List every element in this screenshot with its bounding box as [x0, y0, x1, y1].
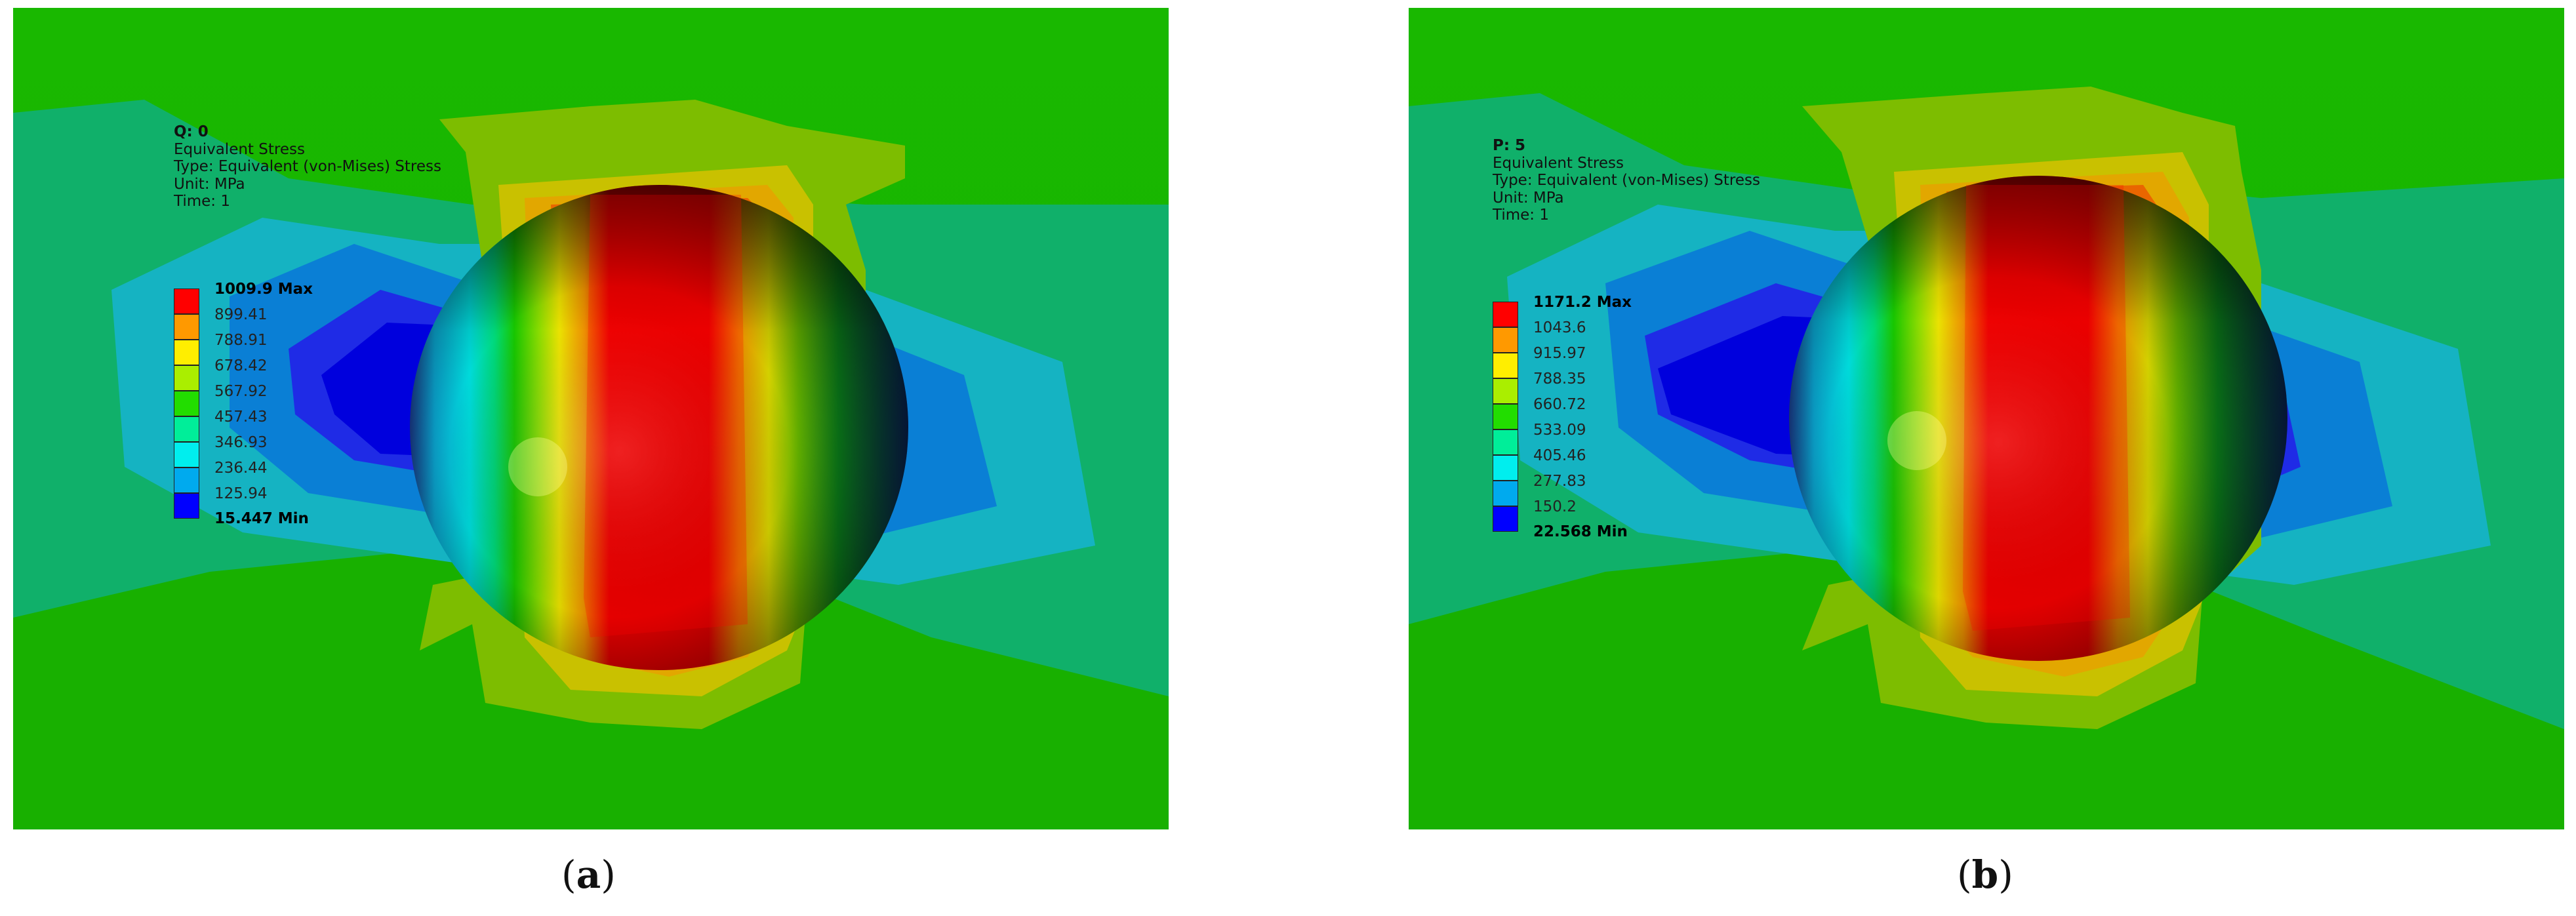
legend-level-label: 915.97 [1533, 345, 1586, 362]
legend-level-label: 660.72 [1533, 396, 1586, 413]
legend-level-label: 346.93 [214, 434, 268, 451]
legend-level-label: 678.42 [214, 357, 268, 374]
legend-swatch [1493, 429, 1518, 455]
result-time: Time: 1 [174, 193, 230, 210]
legend-level-label: 457.43 [214, 408, 268, 426]
stress-contour-panel-b: P: 5 Equivalent Stress Type: Equivalent … [1409, 8, 2564, 829]
legend-level-label: 788.35 [1533, 370, 1586, 388]
result-title: Q: 0 [174, 123, 209, 140]
legend-swatch [1493, 302, 1518, 327]
legend-level-label: 125.94 [214, 485, 268, 502]
legend-level-label: 1043.6 [1533, 319, 1586, 336]
stress-contour-panel-a: Q: 0 Equivalent Stress Type: Equivalent … [13, 8, 1169, 829]
legend-swatch [1493, 506, 1518, 532]
result-time: Time: 1 [1493, 207, 1549, 224]
result-title: P: 5 [1493, 137, 1526, 154]
caption-paren-open: ( [1957, 852, 1972, 897]
stress-contour-plot-a [13, 8, 1169, 829]
result-unit: Unit: MPa [1493, 189, 1564, 207]
caption-letter: a [576, 852, 601, 897]
result-type: Type: Equivalent (von-Mises) Stress [174, 158, 441, 175]
legend-level-label: 899.41 [214, 306, 268, 323]
legend-max-label: 1009.9 Max [214, 281, 313, 298]
legend-level-label: 277.83 [1533, 473, 1586, 490]
legend-swatch [174, 468, 199, 493]
caption-a: (a) [561, 852, 616, 897]
caption-paren-open: ( [561, 852, 576, 897]
legend-swatch [1493, 404, 1518, 429]
legend-swatch [174, 493, 199, 519]
legend-swatch [174, 289, 199, 314]
legend-swatch [1493, 353, 1518, 378]
result-name: Equivalent Stress [174, 140, 305, 158]
caption-paren-close: ) [601, 852, 616, 897]
result-info-b: P: 5 Equivalent Stress Type: Equivalent … [1493, 137, 1760, 224]
result-unit: Unit: MPa [174, 175, 245, 193]
legend-swatch [1493, 455, 1518, 481]
legend-swatch [1493, 327, 1518, 353]
legend-level-label: 533.09 [1533, 422, 1586, 439]
legend-level-label: 150.2 [1533, 498, 1577, 515]
legend-min-label: 15.447 Min [214, 510, 309, 527]
legend-level-label: 788.91 [214, 332, 268, 349]
caption-letter: b [1971, 852, 1999, 897]
stress-contour-plot-b [1409, 8, 2564, 829]
legend-swatch [174, 314, 199, 340]
caption-paren-close: ) [1998, 852, 2013, 897]
legend-max-label: 1171.2 Max [1533, 294, 1632, 311]
legend-swatch [1493, 481, 1518, 506]
legend-swatch [174, 391, 199, 416]
legend-swatch [1493, 378, 1518, 404]
legend-swatch [174, 365, 199, 391]
legend-swatch [174, 416, 199, 442]
legend-level-label: 405.46 [1533, 447, 1586, 464]
legend-swatch [174, 340, 199, 365]
result-name: Equivalent Stress [1493, 154, 1624, 172]
result-info-a: Q: 0 Equivalent Stress Type: Equivalent … [174, 123, 441, 210]
legend-level-label: 236.44 [214, 460, 268, 477]
result-type: Type: Equivalent (von-Mises) Stress [1493, 172, 1760, 189]
legend-level-label: 567.92 [214, 383, 268, 400]
legend-swatch [174, 442, 199, 468]
caption-b: (b) [1957, 852, 2013, 897]
legend-min-label: 22.568 Min [1533, 523, 1628, 540]
